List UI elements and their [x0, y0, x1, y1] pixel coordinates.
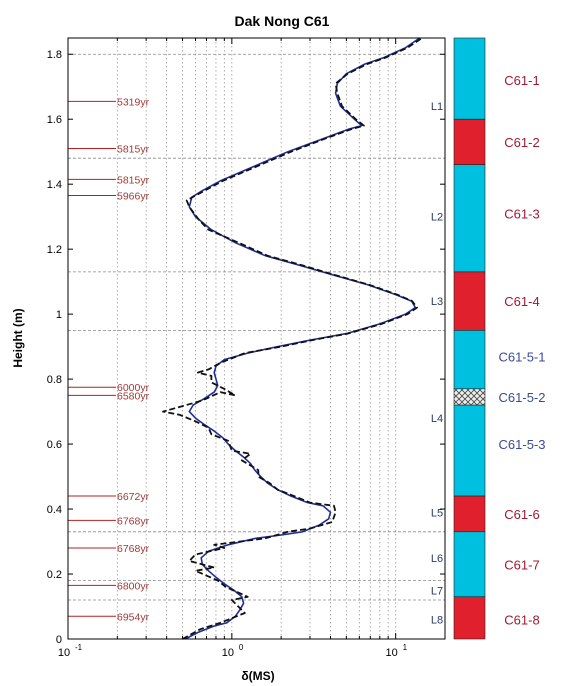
series-solid-line	[184, 37, 421, 640]
age-marker-label: 6954yr	[117, 611, 150, 623]
age-marker-label: 6800yr	[117, 580, 150, 592]
segment-block	[453, 37, 486, 120]
segment-label: C61-2	[504, 135, 539, 150]
layer-label: L6	[431, 553, 443, 565]
segment-label: C61-4	[504, 294, 539, 309]
age-marker-label: 5815yr	[117, 143, 150, 155]
age-marker-label: 6000yr	[117, 382, 150, 394]
series-dashed-line	[162, 37, 423, 640]
age-marker-label: 5966yr	[117, 191, 150, 203]
segment-label: C61-6	[504, 507, 539, 522]
y-tick-label: 1.6	[47, 114, 62, 126]
y-tick-label: 0.4	[47, 504, 62, 516]
chart-title: Dak Nong C61	[235, 13, 330, 29]
segment-block	[453, 404, 486, 497]
segment-column: C61-1 C61-2 C61-3 C61-4 C61-5-1 C61-5-2 C61-5-…	[453, 37, 546, 640]
layer-label: L5	[431, 507, 443, 519]
age-marker-label: 6672yr	[117, 491, 150, 503]
layer-label: L4	[431, 413, 443, 425]
layer-label: L3	[431, 296, 443, 308]
age-marker-label: 6768yr	[117, 515, 150, 527]
y-tick-label: 1.2	[47, 244, 62, 256]
x-tick-exponent: 0	[239, 643, 244, 652]
y-tick-label: 1.4	[47, 179, 62, 191]
y-tick-label: 0.6	[47, 439, 62, 451]
layer-label: L1	[431, 101, 443, 113]
segment-block	[453, 596, 486, 640]
x-tick-label: 10	[386, 647, 398, 659]
plot-frame	[67, 37, 446, 640]
layer-label: L2	[431, 212, 443, 224]
age-marker-label: 5815yr	[117, 174, 150, 186]
y-tick-label: 1	[56, 309, 62, 321]
y-tick-label: 0	[56, 634, 62, 646]
segment-block	[453, 118, 486, 165]
x-tick-exponent: 1	[403, 643, 408, 652]
segment-block	[453, 531, 486, 598]
segment-block	[453, 271, 486, 331]
y-tick-label: 0.8	[47, 374, 62, 386]
segment-block	[453, 495, 486, 533]
segment-label: C61-5-2	[499, 390, 546, 405]
x-tick-label: 10	[58, 647, 70, 659]
y-tick-label: 0.2	[47, 569, 62, 581]
x-axis-label: δ(MS)	[241, 669, 274, 683]
segment-block	[453, 330, 486, 390]
segment-block	[453, 388, 486, 406]
layer-boundaries: L1 L2 L3 L4 L5 L6 L7 L8	[68, 53, 445, 627]
x-axis-ticks: 10 -1 10 0 10 1	[58, 38, 446, 659]
segment-label: C61-5-3	[499, 437, 546, 452]
segment-label: C61-7	[504, 557, 539, 572]
segment-block	[453, 164, 486, 273]
x-tick-label: 10	[222, 647, 234, 659]
age-marker-label: 6768yr	[117, 543, 150, 555]
y-axis-label: Height (m)	[11, 308, 25, 367]
y-axis-ticks: 0 0.2 0.4 0.6 0.8 1 1.2 1.4 1.6 1.8	[47, 49, 445, 646]
segment-label: C61-3	[504, 206, 539, 221]
grid-lines	[116, 38, 397, 639]
y-tick-label: 1.8	[47, 49, 62, 61]
segment-label: C61-1	[504, 73, 539, 88]
layer-label: L8	[431, 615, 443, 627]
age-marker-label: 5319yr	[117, 96, 150, 108]
age-marker-label: 6580yr	[117, 390, 150, 402]
segment-label: C61-5-1	[499, 349, 546, 364]
segment-label: C61-8	[504, 613, 539, 628]
series-lines	[162, 37, 423, 640]
layer-label: L7	[431, 585, 443, 597]
x-tick-exponent: -1	[75, 643, 83, 652]
